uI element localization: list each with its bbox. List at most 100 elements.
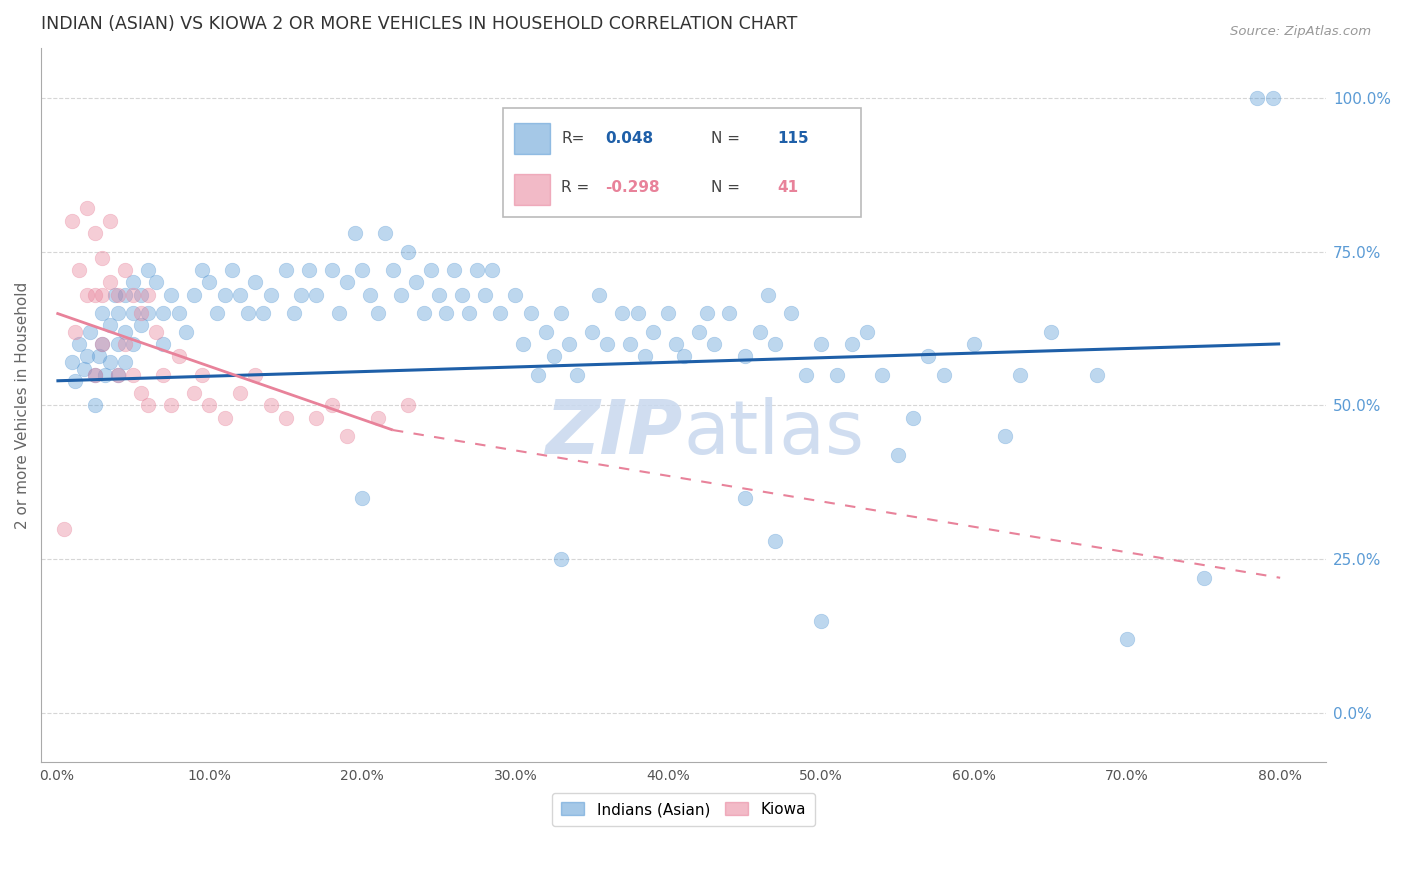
- Point: [259, 287, 281, 301]
- Point: [107, 368, 129, 382]
- Point: [1116, 632, 1139, 647]
- Point: [107, 287, 129, 301]
- Point: [527, 368, 550, 382]
- Point: [565, 368, 588, 382]
- Point: [136, 263, 159, 277]
- Point: [718, 306, 741, 320]
- Point: [543, 349, 565, 363]
- Point: [641, 325, 664, 339]
- Point: [122, 337, 145, 351]
- Point: [396, 399, 419, 413]
- Point: [657, 306, 679, 320]
- Point: [550, 552, 572, 566]
- Point: [114, 337, 136, 351]
- Point: [1246, 91, 1268, 105]
- Point: [91, 337, 114, 351]
- Point: [352, 491, 374, 505]
- Point: [91, 337, 114, 351]
- Point: [98, 318, 121, 333]
- Point: [734, 491, 756, 505]
- Point: [343, 226, 366, 240]
- Text: Source: ZipAtlas.com: Source: ZipAtlas.com: [1230, 25, 1371, 38]
- Point: [190, 263, 212, 277]
- Point: [83, 399, 105, 413]
- Point: [83, 368, 105, 382]
- Point: [94, 368, 117, 382]
- Point: [73, 361, 96, 376]
- Point: [89, 349, 111, 363]
- Point: [703, 337, 725, 351]
- Point: [160, 399, 183, 413]
- Point: [160, 287, 183, 301]
- Point: [688, 325, 710, 339]
- Point: [763, 533, 786, 548]
- Point: [887, 448, 910, 462]
- Point: [458, 306, 481, 320]
- Point: [596, 337, 619, 351]
- Text: INDIAN (ASIAN) VS KIOWA 2 OR MORE VEHICLES IN HOUSEHOLD CORRELATION CHART: INDIAN (ASIAN) VS KIOWA 2 OR MORE VEHICL…: [41, 15, 797, 33]
- Point: [917, 349, 939, 363]
- Point: [221, 263, 243, 277]
- Point: [198, 276, 221, 290]
- Point: [298, 263, 321, 277]
- Point: [76, 202, 98, 216]
- Point: [145, 325, 167, 339]
- Point: [367, 410, 389, 425]
- Point: [129, 318, 152, 333]
- Point: [420, 263, 443, 277]
- Point: [841, 337, 863, 351]
- Point: [474, 287, 496, 301]
- Point: [91, 306, 114, 320]
- Text: R=: R=: [561, 131, 585, 145]
- Point: [336, 276, 359, 290]
- Point: [114, 263, 136, 277]
- Point: [901, 410, 924, 425]
- Point: [114, 325, 136, 339]
- Point: [91, 251, 114, 265]
- Point: [129, 386, 152, 401]
- Point: [412, 306, 434, 320]
- Point: [167, 306, 190, 320]
- Point: [305, 410, 328, 425]
- Point: [994, 429, 1017, 443]
- Point: [634, 349, 657, 363]
- Point: [558, 337, 581, 351]
- FancyBboxPatch shape: [513, 122, 550, 153]
- Point: [352, 263, 374, 277]
- Point: [794, 368, 817, 382]
- Point: [328, 306, 350, 320]
- Text: N =: N =: [711, 131, 740, 145]
- Point: [825, 368, 848, 382]
- FancyBboxPatch shape: [503, 108, 860, 218]
- Point: [67, 337, 90, 351]
- Y-axis label: 2 or more Vehicles in Household: 2 or more Vehicles in Household: [15, 282, 30, 529]
- Point: [103, 287, 125, 301]
- Point: [381, 263, 404, 277]
- Point: [98, 214, 121, 228]
- Point: [443, 263, 465, 277]
- Point: [214, 287, 236, 301]
- Point: [274, 263, 297, 277]
- Point: [198, 399, 221, 413]
- Point: [79, 325, 101, 339]
- Point: [176, 325, 198, 339]
- Text: 115: 115: [778, 131, 808, 145]
- Point: [83, 287, 105, 301]
- Point: [519, 306, 541, 320]
- Text: R =: R =: [561, 180, 589, 194]
- Point: [98, 276, 121, 290]
- Point: [136, 287, 159, 301]
- Point: [183, 386, 205, 401]
- Point: [505, 287, 527, 301]
- Point: [252, 306, 274, 320]
- Point: [450, 287, 472, 301]
- Point: [183, 287, 205, 301]
- Point: [122, 368, 145, 382]
- Text: atlas: atlas: [683, 398, 865, 470]
- Point: [436, 306, 458, 320]
- Point: [489, 306, 512, 320]
- Point: [290, 287, 312, 301]
- Point: [107, 368, 129, 382]
- Point: [550, 306, 572, 320]
- Point: [236, 306, 259, 320]
